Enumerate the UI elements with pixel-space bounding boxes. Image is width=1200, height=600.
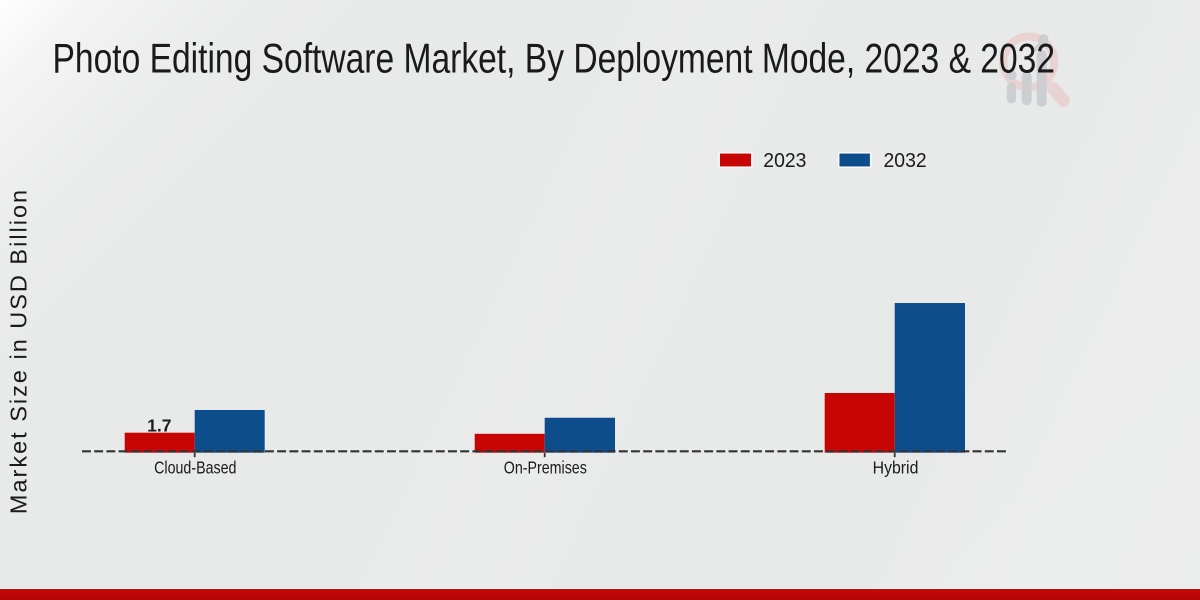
svg-text:2023: 2023 [763, 150, 806, 172]
svg-text:2032: 2032 [884, 150, 927, 172]
svg-text:Photo Editing Software Market,: Photo Editing Software Market, By Deploy… [53, 36, 1056, 82]
svg-text:Cloud-Based: Cloud-Based [154, 459, 236, 478]
svg-text:Hybrid: Hybrid [873, 458, 919, 478]
svg-text:On-Premises: On-Premises [504, 459, 587, 478]
svg-text:Market Size in USD Billion: Market Size in USD Billion [6, 188, 32, 514]
svg-text:1.7: 1.7 [147, 415, 171, 435]
